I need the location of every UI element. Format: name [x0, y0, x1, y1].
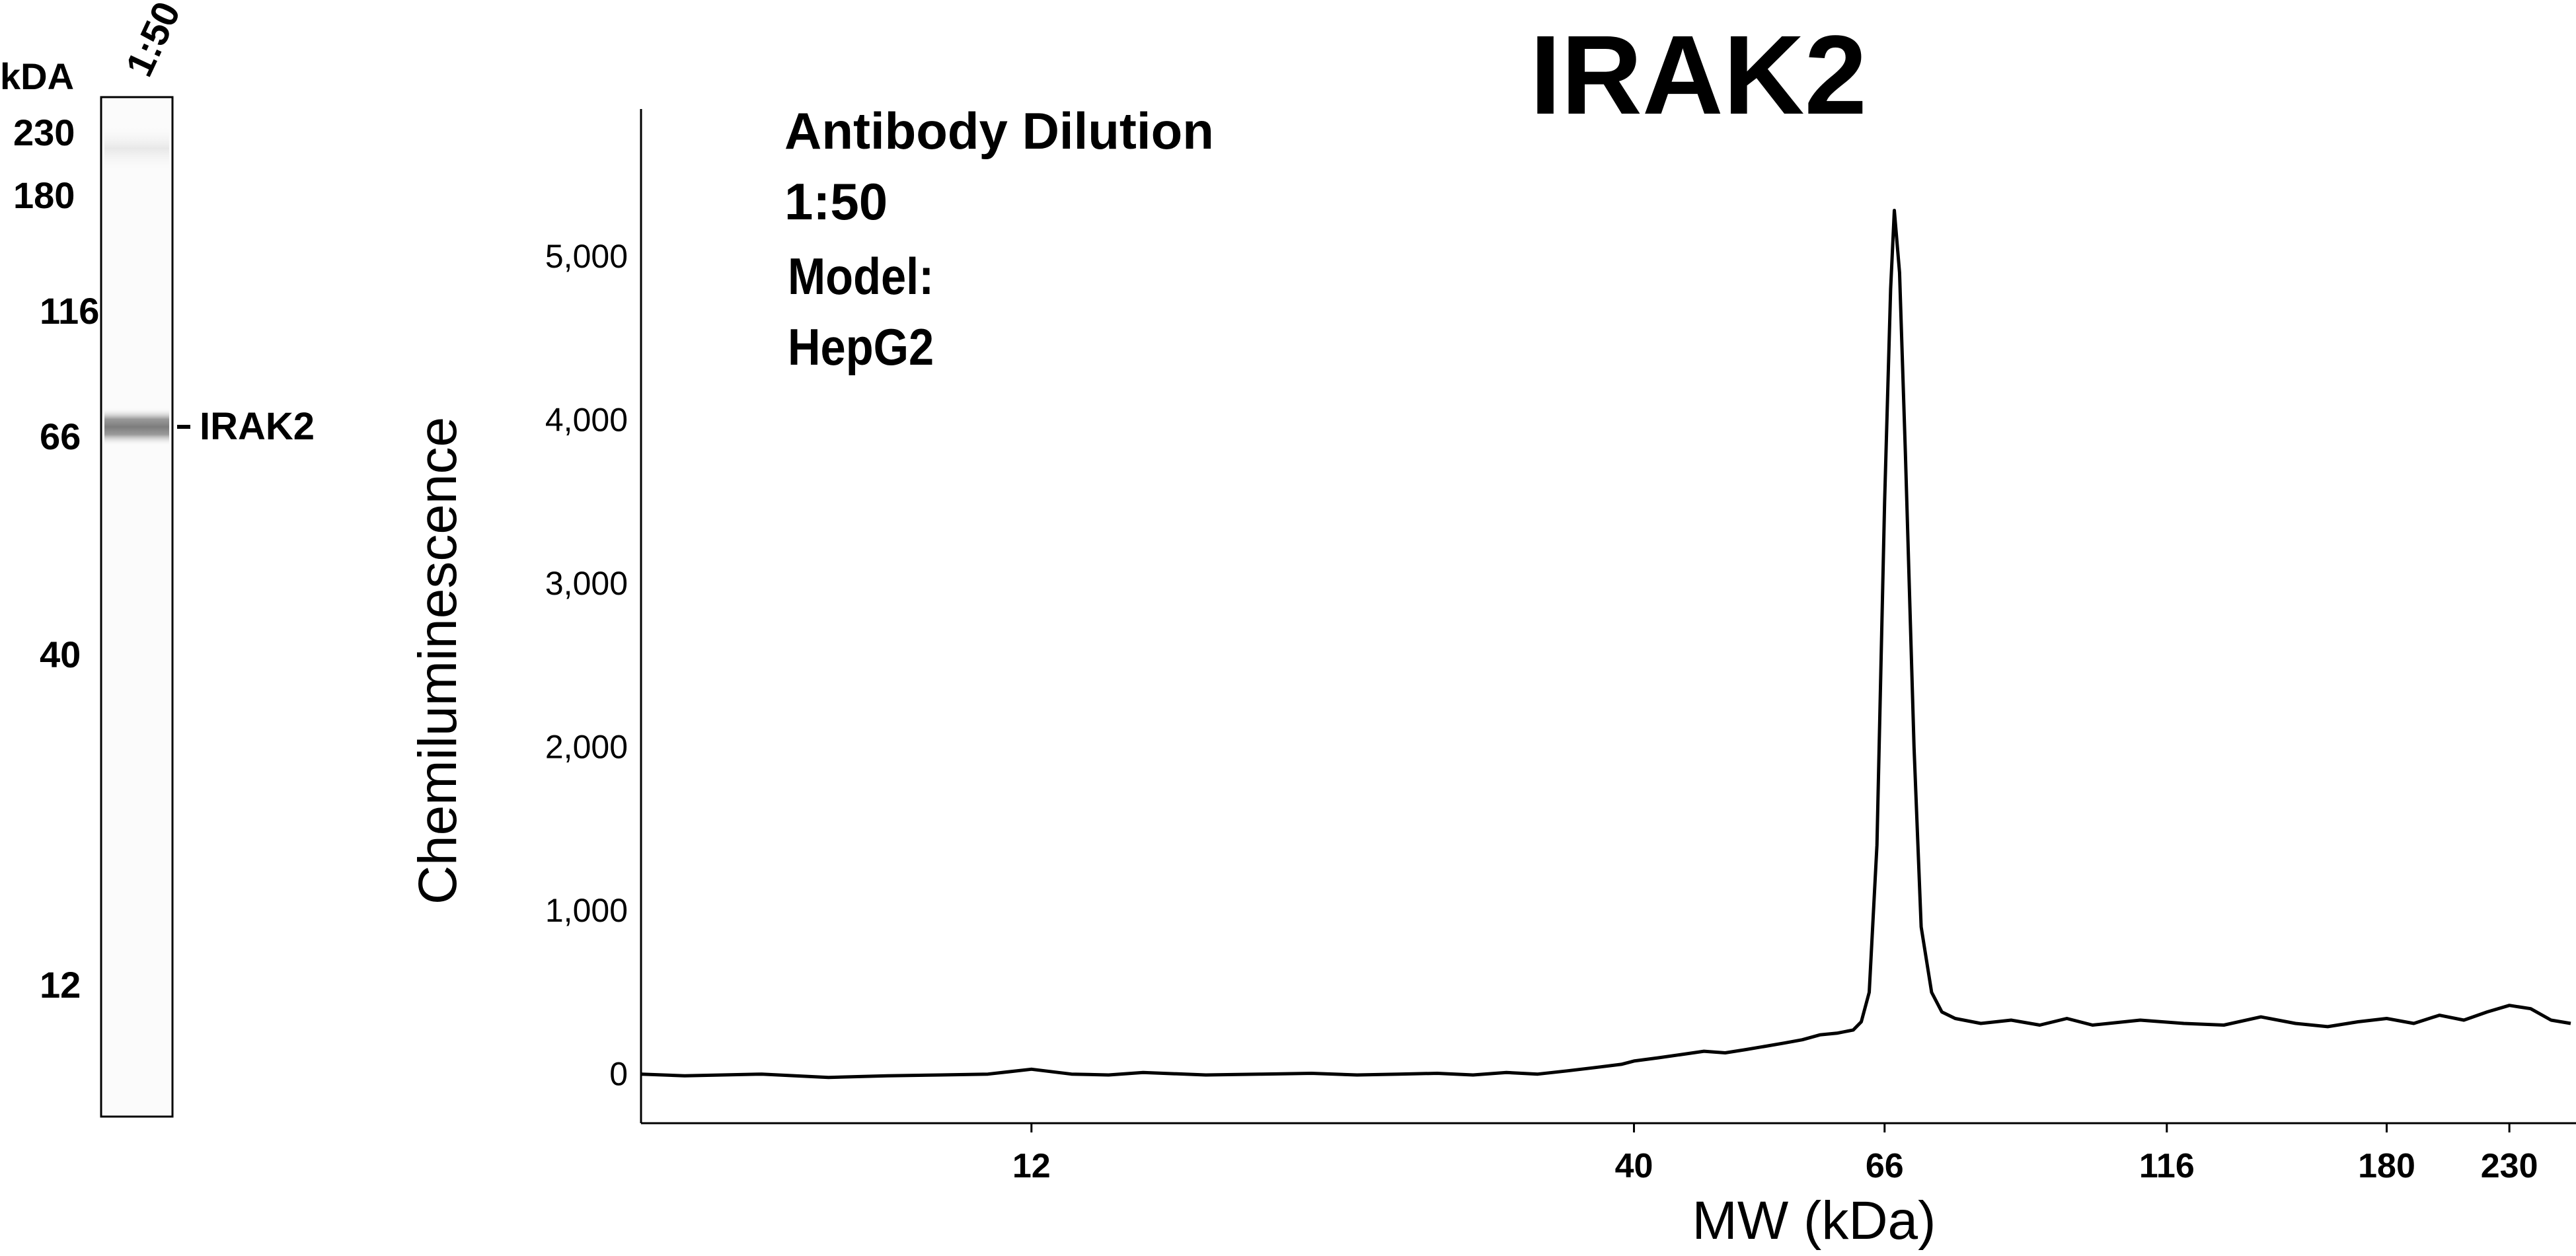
marker-label-40: 40 [40, 634, 81, 675]
y-axis-ticks: 0 1,000 2,000 3,000 4,000 5,000 [545, 238, 628, 1093]
annotation-dilution-value: 1:50 [784, 172, 888, 231]
chart: IRAK2 Antibody Dilution 1:50 Model: HepG… [408, 13, 2576, 1251]
marker-label-66: 66 [40, 416, 81, 457]
x-tick-label: 116 [2139, 1147, 2195, 1185]
x-tick-label: 40 [1615, 1147, 1653, 1185]
gel-panel: kDA 1:50 230 180 116 66 40 12 IRAK2 [0, 0, 315, 1118]
x-tick-label: 66 [1866, 1147, 1904, 1185]
annotation-dilution-label: Antibody Dilution [784, 102, 1214, 160]
marker-label-230: 230 [13, 112, 75, 153]
lane-header-label: 1:50 [118, 0, 189, 83]
x-axis-label: MW (kDa) [1692, 1191, 1936, 1251]
kda-unit-label: kDA [0, 55, 74, 97]
gel-lane [100, 96, 174, 1118]
band-label-irak2: IRAK2 [200, 405, 315, 448]
annotation-block: Antibody Dilution 1:50 Model: HepG2 [784, 102, 1214, 376]
y-axis-label: Chemiluminescence [408, 417, 468, 905]
x-tick-label: 12 [1012, 1147, 1051, 1185]
x-tick-label: 230 [2481, 1147, 2538, 1185]
gel-irak2-band [104, 408, 169, 446]
x-axis-ticks: 12 40 66 116 180 230 [1012, 1123, 2538, 1185]
y-tick-label: 3,000 [545, 565, 628, 602]
annotation-model-label: Model: [788, 247, 934, 305]
marker-label-12: 12 [40, 964, 81, 1006]
y-tick-label: 2,000 [545, 729, 628, 766]
y-tick-label: 0 [609, 1056, 628, 1093]
y-tick-label: 4,000 [545, 401, 628, 438]
y-tick-label: 5,000 [545, 238, 628, 275]
y-tick-label: 1,000 [545, 892, 628, 929]
annotation-model-value: HepG2 [788, 318, 934, 376]
marker-label-180: 180 [13, 174, 75, 216]
gel-faint-band [104, 122, 169, 175]
chart-title: IRAK2 [1530, 13, 1867, 138]
marker-label-116: 116 [40, 290, 99, 332]
series-line [640, 209, 2571, 1080]
x-tick-label: 180 [2358, 1147, 2415, 1185]
